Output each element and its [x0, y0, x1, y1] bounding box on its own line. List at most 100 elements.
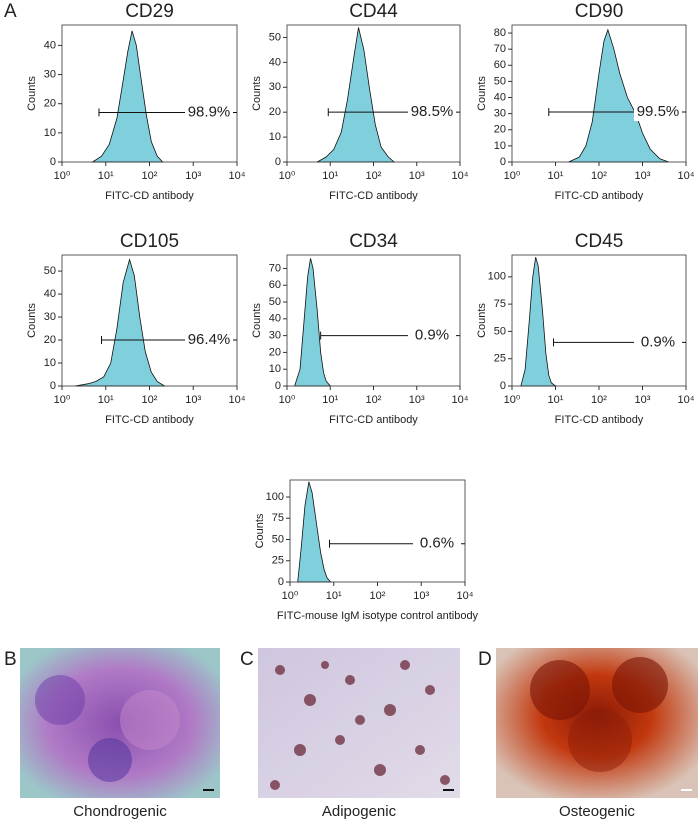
x-tick-label: 10¹ [322, 170, 338, 182]
y-tick-label: 50 [272, 533, 284, 545]
gate-percent: 98.9% [188, 103, 231, 120]
x-axis-label: FITC-mouse IgM isotype control antibody [277, 610, 479, 622]
x-tick-label: 10² [591, 394, 607, 406]
x-tick-label: 10² [591, 170, 607, 182]
micrograph [258, 648, 460, 798]
y-tick-label: 75 [494, 298, 506, 310]
y-tick-label: 50 [269, 296, 281, 308]
y-tick-label: 60 [269, 279, 281, 291]
y-tick-label: 100 [266, 491, 284, 503]
x-tick-label: 10² [142, 170, 158, 182]
x-axis-label: FITC-CD antibody [105, 414, 194, 426]
y-tick-label: 40 [44, 39, 56, 51]
x-tick-label: 10⁴ [229, 394, 246, 406]
y-tick-label: 10 [44, 127, 56, 139]
y-tick-label: 40 [44, 288, 56, 300]
x-tick-label: 10² [370, 590, 386, 602]
x-axis-label: FITC-CD antibody [329, 190, 418, 202]
x-tick-label: 10³ [185, 394, 201, 406]
x-tick-label: 10¹ [322, 394, 338, 406]
y-tick-label: 0 [278, 576, 284, 588]
histogram-area [91, 30, 164, 163]
y-tick-label: 10 [269, 363, 281, 375]
histogram-area [568, 28, 669, 163]
x-tick-label: 10⁰ [279, 394, 296, 406]
gate-percent: 98.5% [411, 103, 454, 120]
y-tick-label: 10 [269, 131, 281, 143]
micrograph [20, 648, 220, 798]
chart-title: CD90 [575, 1, 624, 22]
chart-title: CD29 [125, 1, 174, 22]
histogram: CD45 0 25 50 75 100 10⁰ 10¹ 10² 10³ 10⁴ Counts FITC-… [476, 231, 695, 426]
micrograph [496, 648, 698, 798]
x-tick-label: 10⁰ [279, 170, 296, 182]
y-tick-label: 20 [44, 98, 56, 110]
chart-title: CD45 [575, 231, 624, 252]
gate-percent: 99.5% [637, 103, 680, 120]
x-tick-label: 10⁰ [504, 394, 521, 406]
x-tick-label: 10¹ [548, 170, 564, 182]
y-tick-label: 20 [494, 124, 506, 136]
y-tick-label: 50 [494, 325, 506, 337]
histogram-area [520, 257, 557, 387]
y-tick-label: 0 [50, 380, 56, 392]
gate-label-bg [413, 534, 461, 553]
x-tick-label: 10⁰ [282, 590, 299, 602]
y-tick-label: 10 [44, 357, 56, 369]
x-axis-label: FITC-CD antibody [329, 414, 418, 426]
y-tick-label: 60 [494, 59, 506, 71]
y-tick-label: 30 [44, 311, 56, 323]
x-tick-label: 10¹ [98, 394, 114, 406]
histogram: CD44 0 10 20 30 40 50 10⁰ 10¹ 10² 10³ 10⁴ Counts FITC… [251, 1, 469, 202]
gate-percent: 0.9% [415, 327, 449, 344]
y-tick-label: 30 [269, 81, 281, 93]
y-tick-label: 30 [44, 68, 56, 80]
caption: Osteogenic [559, 803, 635, 820]
x-tick-label: 10² [142, 394, 158, 406]
x-tick-label: 10³ [635, 394, 651, 406]
y-tick-label: 20 [44, 334, 56, 346]
gate-label-bg [185, 331, 233, 350]
x-tick-label: 10³ [409, 170, 425, 182]
gate-label-bg [185, 103, 233, 122]
histogram: CD90 0 10 20 30 40 50 60 70 80 10⁰ 10¹ 10² 10³ 10⁴ Coun… [476, 1, 695, 202]
x-tick-label: 10² [366, 394, 382, 406]
chart-title: CD34 [349, 231, 398, 252]
y-tick-label: 40 [269, 56, 281, 68]
x-tick-label: 10⁴ [678, 394, 695, 406]
x-tick-label: 10³ [413, 590, 429, 602]
histogram: 0 25 50 75 100 10⁰ 10¹ 10² 10³ 10⁴ Counts FITC-mous… [254, 479, 479, 622]
x-tick-label: 10⁰ [54, 394, 71, 406]
y-tick-label: 25 [272, 555, 284, 567]
caption: Chondrogenic [73, 803, 167, 820]
y-tick-label: 80 [494, 27, 506, 39]
y-tick-label: 100 [488, 271, 506, 283]
y-tick-label: 0 [500, 380, 506, 392]
x-tick-label: 10⁴ [457, 590, 474, 602]
y-tick-label: 30 [494, 108, 506, 120]
x-tick-label: 10¹ [326, 590, 342, 602]
x-tick-label: 10¹ [98, 170, 114, 182]
y-tick-label: 10 [494, 140, 506, 152]
x-tick-label: 10⁴ [229, 170, 246, 182]
x-axis-label: FITC-CD antibody [555, 190, 644, 202]
histogram: CD34 0 10 20 30 40 50 60 70 10⁰ 10¹ 10² 10³ 10⁴ Counts… [251, 231, 469, 426]
x-tick-label: 10³ [635, 170, 651, 182]
caption: Adipogenic [322, 803, 397, 820]
x-tick-label: 10⁰ [54, 170, 71, 182]
x-tick-label: 10⁴ [678, 170, 695, 182]
y-tick-label: 70 [494, 43, 506, 55]
histogram-area [75, 258, 166, 387]
y-tick-label: 25 [494, 353, 506, 365]
y-tick-label: 0 [275, 380, 281, 392]
y-tick-label: 50 [269, 31, 281, 43]
histogram-area [294, 258, 332, 387]
x-axis-label: FITC-CD antibody [555, 414, 644, 426]
chart-title: CD105 [120, 231, 179, 252]
y-axis-label: Counts [254, 513, 266, 548]
gate-label-bg [408, 103, 456, 122]
gate-percent: 96.4% [188, 331, 231, 348]
y-tick-label: 40 [494, 91, 506, 103]
y-tick-label: 0 [500, 156, 506, 168]
histogram: CD29 0 10 20 30 40 10⁰ 10¹ 10² 10³ 10⁴ Counts FITC-C… [26, 1, 246, 202]
